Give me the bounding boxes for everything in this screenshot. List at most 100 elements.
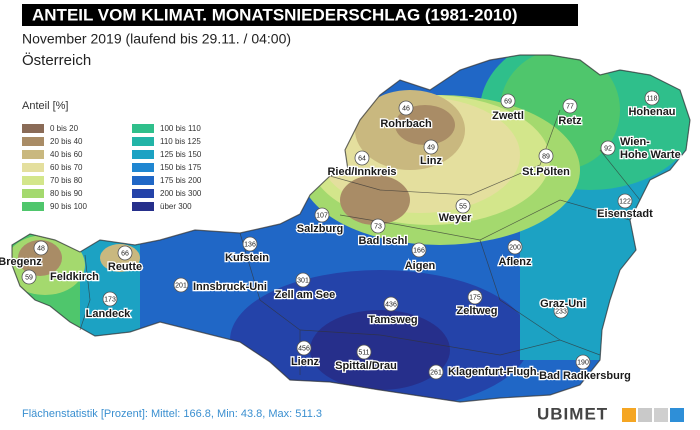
- station-name: Wien-Hohe Warte: [620, 136, 681, 161]
- station-name: Aflenz: [499, 256, 533, 268]
- brand: UBIMET: [537, 404, 608, 423]
- station-marker: [370, 218, 386, 234]
- station-name: Salzburg: [297, 223, 343, 235]
- legend-label: 125 bis 150: [160, 150, 202, 159]
- legend-label: 110 bis 125: [160, 137, 201, 146]
- station-name: Kufstein: [225, 252, 269, 264]
- legend-swatch: [22, 137, 44, 146]
- station-name: Ried/Innkreis: [327, 166, 396, 178]
- station-name: Klagenfurt-Flugh.: [448, 366, 540, 378]
- brand-icons: [622, 408, 684, 422]
- title-box: [22, 4, 578, 26]
- station-name: Reutte: [108, 261, 142, 273]
- legend-swatch: [22, 150, 44, 159]
- legend-swatch: [132, 150, 154, 159]
- station-marker: [538, 148, 554, 164]
- station-value: 136: [244, 241, 256, 248]
- station-marker: [383, 296, 399, 312]
- station-marker: [562, 98, 578, 114]
- legend-swatch: [22, 163, 44, 172]
- station-name: Weyer: [439, 212, 473, 224]
- legend-swatch: [132, 124, 154, 133]
- footer-statistics: Flächenstatistik [Prozent]: Mittel: 166.…: [22, 408, 322, 420]
- legend-title: Anteil [%]: [22, 100, 68, 112]
- legend-label: 60 bis 70: [50, 163, 83, 172]
- station-value: 69: [504, 98, 512, 105]
- station-name: Innsbruck-Uni: [193, 281, 267, 293]
- station-name: Linz: [420, 155, 442, 167]
- station-name: Eisenstadt: [597, 208, 653, 220]
- station-marker: [356, 344, 372, 360]
- station-value: 59: [25, 274, 33, 281]
- legend-swatch: [132, 163, 154, 172]
- legend-label: 150 bis 175: [160, 163, 202, 172]
- station-name: Graz-Uni: [540, 298, 586, 310]
- stations: 48 Bregenz 59 Feldkirch 66 Reutte 173 Landeck 20…: [0, 90, 682, 383]
- legend-label: 0 bis 20: [50, 124, 79, 133]
- station-value: 118: [646, 95, 657, 102]
- station-value: 200: [509, 244, 521, 251]
- legend-swatch: [22, 124, 44, 133]
- station-marker: [173, 277, 189, 293]
- station-value: 66: [121, 250, 129, 257]
- legend-label: 200 bis 300: [160, 189, 202, 198]
- station-marker: [428, 364, 444, 380]
- station-value: 190: [577, 359, 589, 366]
- station-marker: [242, 236, 258, 252]
- station-value: 175: [469, 294, 481, 301]
- station-name: Rohrbach: [380, 118, 432, 130]
- station-value: 122: [619, 198, 631, 205]
- station-value: 77: [566, 103, 574, 110]
- station-marker: [354, 150, 370, 166]
- station-marker: [117, 245, 133, 261]
- station-marker: [507, 239, 523, 255]
- station-marker: [600, 140, 616, 156]
- station-marker: [617, 193, 633, 209]
- subtitle: November 2019 (laufend bis 29.11. / 04:0…: [22, 31, 291, 47]
- legend-swatch: [132, 189, 154, 198]
- station-marker: [398, 100, 414, 116]
- station-value: 201: [175, 282, 187, 289]
- station-value: 107: [316, 212, 328, 219]
- station-name: Tamsweg: [368, 314, 417, 326]
- legend-swatch: [22, 189, 44, 198]
- legend-label: 175 bis 200: [160, 176, 202, 185]
- station-value: 48: [37, 245, 45, 252]
- title: ANTEIL VOM KLIMAT. MONATSNIEDERSCHLAG (1…: [32, 5, 518, 24]
- legend-label: 20 bis 40: [50, 137, 83, 146]
- legend-swatch: [132, 137, 154, 146]
- station-value: 92: [604, 145, 612, 152]
- station-name: Bad Radkersburg: [539, 370, 631, 382]
- station-name: Hohenau: [628, 106, 675, 118]
- station-value: 64: [358, 155, 366, 162]
- station-marker: [296, 340, 312, 356]
- region: Österreich: [22, 51, 91, 69]
- station-value: 233: [555, 308, 567, 315]
- station-value: 301: [297, 277, 309, 284]
- station-marker: [423, 139, 439, 155]
- station-marker: [575, 354, 591, 370]
- station-name: Lienz: [291, 356, 320, 368]
- station-value: 436: [385, 301, 397, 308]
- legend-label: 90 bis 100: [50, 202, 87, 211]
- station-value: 173: [104, 296, 116, 303]
- station-marker: [455, 198, 471, 214]
- station-name: Aigen: [405, 260, 436, 272]
- legend: 0 bis 20 20 bis 40 40 bis 60 60 bis 70 70 bi…: [22, 124, 202, 211]
- station-marker: [553, 303, 569, 319]
- legend-swatch: [132, 202, 154, 211]
- station-marker: [33, 240, 49, 256]
- station-marker: [644, 90, 660, 106]
- station-name: Zell am See: [275, 289, 336, 301]
- legend-label: über 300: [160, 202, 192, 211]
- station-marker: [500, 93, 516, 109]
- station-value: 46: [402, 105, 410, 112]
- station-value: 55: [459, 203, 467, 210]
- station-value: 456: [298, 345, 310, 352]
- station-name: Spittal/Drau: [335, 360, 397, 372]
- legend-swatch: [22, 176, 44, 185]
- station-marker: [411, 242, 427, 258]
- station-value: 166: [413, 247, 425, 254]
- station-name: Feldkirch: [50, 271, 99, 283]
